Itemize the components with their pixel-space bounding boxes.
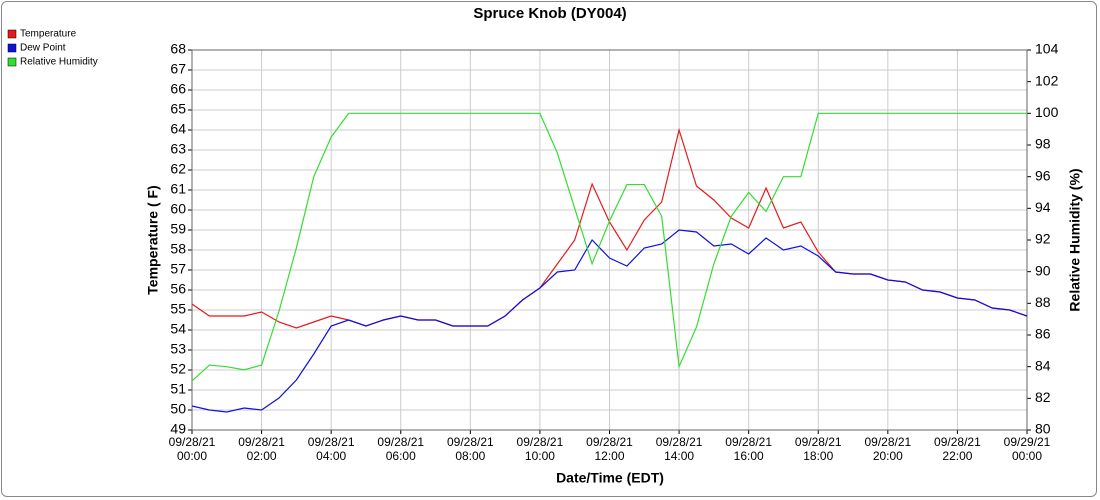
x-tick-label: 09/28/21 20:00 [864, 435, 912, 463]
x-tick-label: 09/28/21 22:00 [934, 435, 981, 463]
y-tick-label: 53 [170, 341, 186, 357]
y-tick-label: 49 [170, 421, 186, 437]
plot-border [191, 49, 1028, 431]
y2-tick-label: 88 [1035, 294, 1051, 310]
y-tick-label: 52 [170, 361, 186, 377]
y-axis-title: Temperature ( F) [145, 185, 161, 294]
y-tick-label: 60 [170, 201, 186, 217]
y2-tick-label: 86 [1035, 326, 1051, 342]
y-tick-label: 57 [170, 261, 186, 277]
y2-tick-label: 100 [1035, 104, 1059, 120]
y2-tick-label: 98 [1035, 136, 1051, 152]
x-tick-label: 09/29/21 00:00 [1003, 435, 1051, 463]
y2-tick-label: 82 [1035, 389, 1051, 405]
y2-tick-label: 94 [1035, 199, 1051, 215]
y-tick-label: 68 [170, 41, 186, 57]
y2-axis-title: Relative Humidity (%) [1067, 168, 1083, 311]
series-line [191, 112, 1027, 382]
y-tick-label: 59 [170, 221, 186, 237]
y-tick-label: 55 [170, 301, 186, 317]
chart-title: Spruce Knob (DY004) [473, 5, 626, 22]
legend-label: Temperature [20, 29, 77, 40]
y-tick-label: 61 [170, 181, 186, 197]
x-tick-label: 09/28/21 06:00 [377, 435, 425, 463]
y-tick-label: 54 [170, 321, 186, 337]
x-tick-label: 09/28/21 02:00 [238, 435, 285, 463]
x-tick-label: 09/28/21 10:00 [516, 435, 564, 463]
y2-tick-label: 104 [1035, 41, 1059, 57]
y-tick-label: 63 [170, 141, 186, 157]
x-tick-label: 09/28/21 04:00 [307, 435, 355, 463]
y-tick-label: 51 [170, 381, 186, 397]
y-tick-label: 62 [170, 161, 186, 177]
legend-swatch [7, 43, 17, 53]
y-tick-label: 58 [170, 241, 186, 257]
legend-swatch [7, 29, 17, 39]
y2-tick-label: 80 [1035, 421, 1051, 437]
y-tick-label: 64 [170, 121, 186, 137]
y-tick-label: 56 [170, 281, 186, 297]
legend-swatch [7, 57, 17, 67]
y2-tick-label: 84 [1035, 357, 1051, 373]
x-tick-label: 09/28/21 16:00 [725, 435, 773, 463]
series-line [191, 229, 1028, 413]
legend-label: Relative Humidity [20, 57, 98, 68]
y-tick-label: 66 [170, 81, 186, 97]
y-tick-label: 65 [170, 101, 186, 117]
x-tick-label: 09/28/21 12:00 [586, 435, 633, 463]
x-axis-title: Date/Time (EDT) [556, 470, 664, 486]
y2-tick-label: 102 [1035, 72, 1059, 88]
y-tick-label: 67 [170, 61, 186, 77]
y-tick-label: 50 [170, 401, 186, 417]
y2-tick-label: 96 [1035, 167, 1051, 183]
y2-tick-label: 92 [1035, 231, 1051, 247]
x-tick-label: 09/28/21 14:00 [655, 435, 703, 463]
legend-label: Dew Point [20, 43, 66, 54]
x-tick-label: 09/28/21 00:00 [168, 435, 216, 463]
y2-tick-label: 90 [1035, 262, 1051, 278]
x-tick-label: 09/28/21 18:00 [794, 435, 842, 463]
x-tick-label: 09/28/21 08:00 [446, 435, 494, 463]
